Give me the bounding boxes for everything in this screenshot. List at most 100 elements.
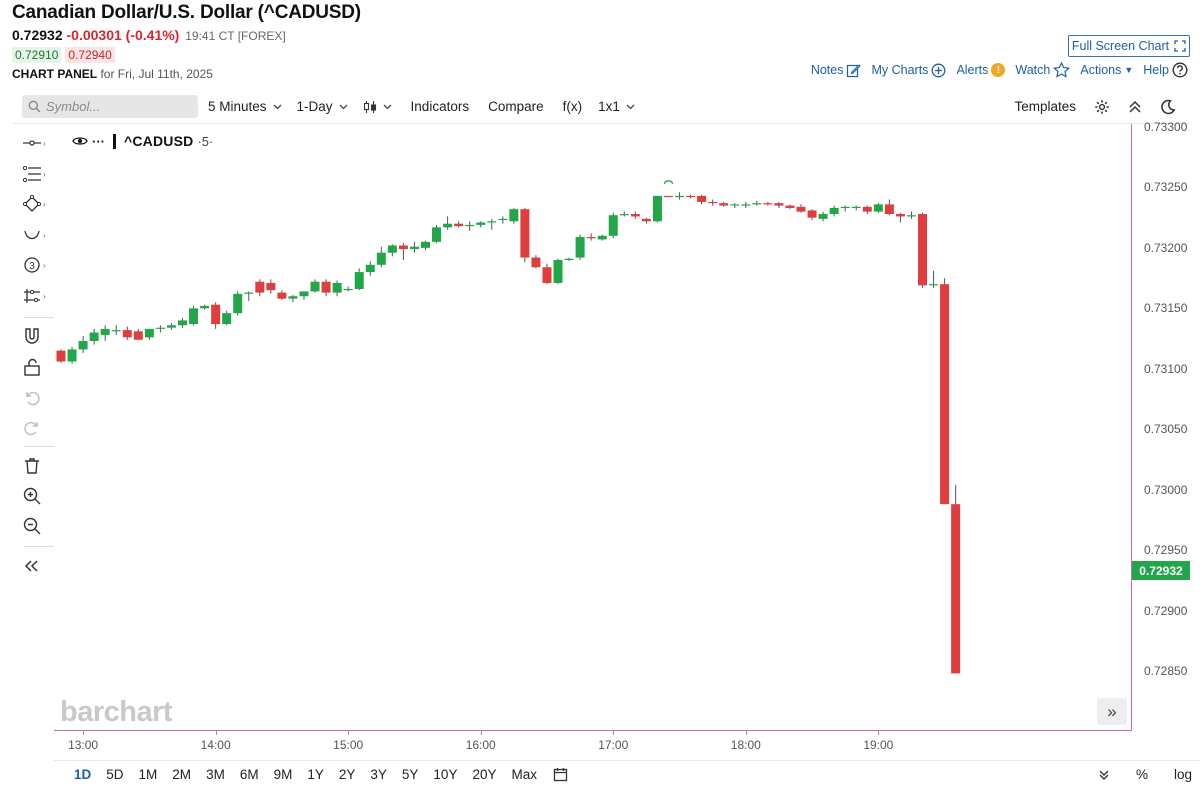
candle-body	[796, 206, 806, 212]
shapes-tool[interactable]: ›	[22, 193, 54, 215]
full-screen-chart-button[interactable]: Full Screen Chart	[1068, 35, 1190, 57]
candle-body	[840, 206, 850, 208]
candle-body	[675, 195, 685, 198]
tools-divider	[24, 317, 54, 318]
range-button-max[interactable]: Max	[511, 767, 537, 782]
candle	[553, 258, 563, 285]
candle-body	[531, 257, 541, 268]
candle	[454, 221, 464, 228]
candle-body	[763, 203, 773, 205]
range-button-5d[interactable]: 5D	[106, 767, 124, 782]
range-button-3m[interactable]: 3M	[206, 767, 225, 782]
compare-button[interactable]: Compare	[488, 99, 544, 114]
candle-body	[630, 214, 640, 217]
actions-menu[interactable]: Actions ▼	[1080, 63, 1133, 77]
help-link[interactable]: Help	[1143, 62, 1188, 78]
price-change: -0.00301 (-0.41%)	[66, 27, 180, 43]
range-button-2y[interactable]: 2Y	[338, 767, 356, 782]
alerts-link[interactable]: Alerts !	[956, 63, 1006, 77]
eye-icon[interactable]	[72, 135, 88, 147]
candle	[873, 203, 883, 213]
calendar-icon[interactable]	[553, 767, 568, 782]
range-button-2m[interactable]: 2M	[172, 767, 192, 782]
candle	[818, 211, 828, 222]
candlestick-chart[interactable]	[54, 124, 1132, 731]
settings-gear-icon[interactable]	[1094, 99, 1110, 115]
curves-tool[interactable]: ›	[22, 224, 54, 246]
notes-link[interactable]: Notes	[811, 63, 862, 78]
chevron-down-icon	[273, 104, 281, 109]
x-tick-mark	[878, 731, 880, 735]
quote-line: 0.72932 -0.00301 (-0.41%) 19:41 CT [FORE…	[12, 27, 361, 43]
fib-lines-icon	[22, 166, 41, 182]
log-toggle[interactable]: log	[1173, 767, 1192, 782]
candle-body	[78, 340, 88, 350]
chart-type-dropdown[interactable]	[363, 100, 392, 114]
numbered-circle-icon: 3	[24, 257, 40, 273]
zoom-in-tool[interactable]	[22, 485, 54, 507]
plus-circle-icon	[931, 63, 946, 77]
scroll-right-button[interactable]: »	[1097, 698, 1127, 725]
range-button-1d[interactable]: 1D	[74, 767, 92, 782]
range-button-5y[interactable]: 5Y	[401, 767, 419, 782]
my-charts-label: My Charts	[871, 63, 929, 77]
candle	[697, 194, 707, 205]
measure-tool[interactable]: ›	[22, 285, 54, 307]
time-axis[interactable]: 13:00 14:00 15:00 16:00 17:00 18:00 19:00	[54, 731, 1132, 759]
range-button-6m[interactable]: 6M	[239, 767, 259, 782]
range-button-3y[interactable]: 3Y	[370, 767, 387, 782]
crosshair-tool[interactable]: ›	[22, 132, 54, 154]
caret-down-icon: ▼	[1124, 65, 1134, 75]
magnet-tool[interactable]	[22, 325, 54, 347]
candle-body	[741, 204, 751, 206]
candle	[288, 295, 298, 303]
my-charts-link[interactable]: My Charts	[871, 63, 946, 78]
chart-plot-area[interactable]	[54, 124, 1132, 731]
lock-tool[interactable]	[22, 356, 54, 378]
templates-button[interactable]: Templates	[1014, 99, 1076, 114]
watch-link[interactable]: Watch	[1015, 62, 1071, 78]
interval-dropdown[interactable]: 5 Minutes	[208, 99, 282, 114]
candle-body	[266, 282, 276, 291]
price-axis[interactable]: 0.73300 0.73250 0.73200 0.73150 0.73100 0.730…	[1132, 118, 1200, 733]
bid-ask: 0.72910 0.72940	[12, 47, 361, 63]
candle	[918, 212, 928, 288]
fib-tool[interactable]: ›	[22, 163, 54, 185]
indicators-button[interactable]: Indicators	[410, 99, 470, 114]
range-button-1m[interactable]: 1M	[138, 767, 158, 782]
candle	[675, 192, 685, 200]
delete-tool[interactable]	[22, 455, 54, 477]
collapse-up-icon[interactable]	[1128, 100, 1142, 114]
redo-tool[interactable]	[22, 416, 54, 438]
legend-menu[interactable]: ···	[92, 133, 105, 149]
percent-toggle[interactable]: %	[1135, 767, 1148, 782]
candle	[686, 194, 696, 199]
chevron-down-icon	[339, 104, 348, 109]
y-tick-label: 0.73000	[1144, 482, 1188, 497]
double-chevron-down-icon[interactable]	[1098, 769, 1110, 781]
range-dropdown[interactable]: 1-Day	[297, 99, 348, 114]
candle-body	[940, 284, 950, 505]
layout-dropdown[interactable]: 1x1	[598, 99, 635, 114]
numbered-tool[interactable]: 3 ›	[22, 254, 54, 276]
range-bar: 1D 5D 1M 2M 3M 6M 9M 1Y 2Y 3Y 5Y 10Y 20Y Max % log	[54, 760, 1200, 788]
zoom-out-tool[interactable]	[22, 515, 54, 537]
dark-mode-moon-icon[interactable]	[1160, 99, 1176, 115]
search-icon	[28, 100, 41, 113]
symbol-search-input[interactable]: Symbol...	[22, 95, 198, 118]
x-tick-label: 19:00	[863, 738, 894, 752]
range-button-1y[interactable]: 1Y	[307, 767, 324, 782]
candle	[564, 257, 574, 262]
range-button-10y[interactable]: 10Y	[433, 767, 458, 782]
candle-body	[586, 237, 596, 239]
range-button-9m[interactable]: 9M	[273, 767, 293, 782]
y-tick-label: 0.73150	[1144, 301, 1188, 316]
fx-button[interactable]: f(x)	[562, 99, 583, 114]
range-button-20y[interactable]: 20Y	[472, 767, 497, 782]
star-icon	[1053, 62, 1071, 78]
y-tick-label: 0.73300	[1144, 120, 1188, 134]
collapse-toolbar-button[interactable]	[22, 555, 54, 577]
candle	[498, 216, 508, 224]
candle-body	[575, 237, 585, 258]
undo-tool[interactable]	[22, 386, 54, 408]
